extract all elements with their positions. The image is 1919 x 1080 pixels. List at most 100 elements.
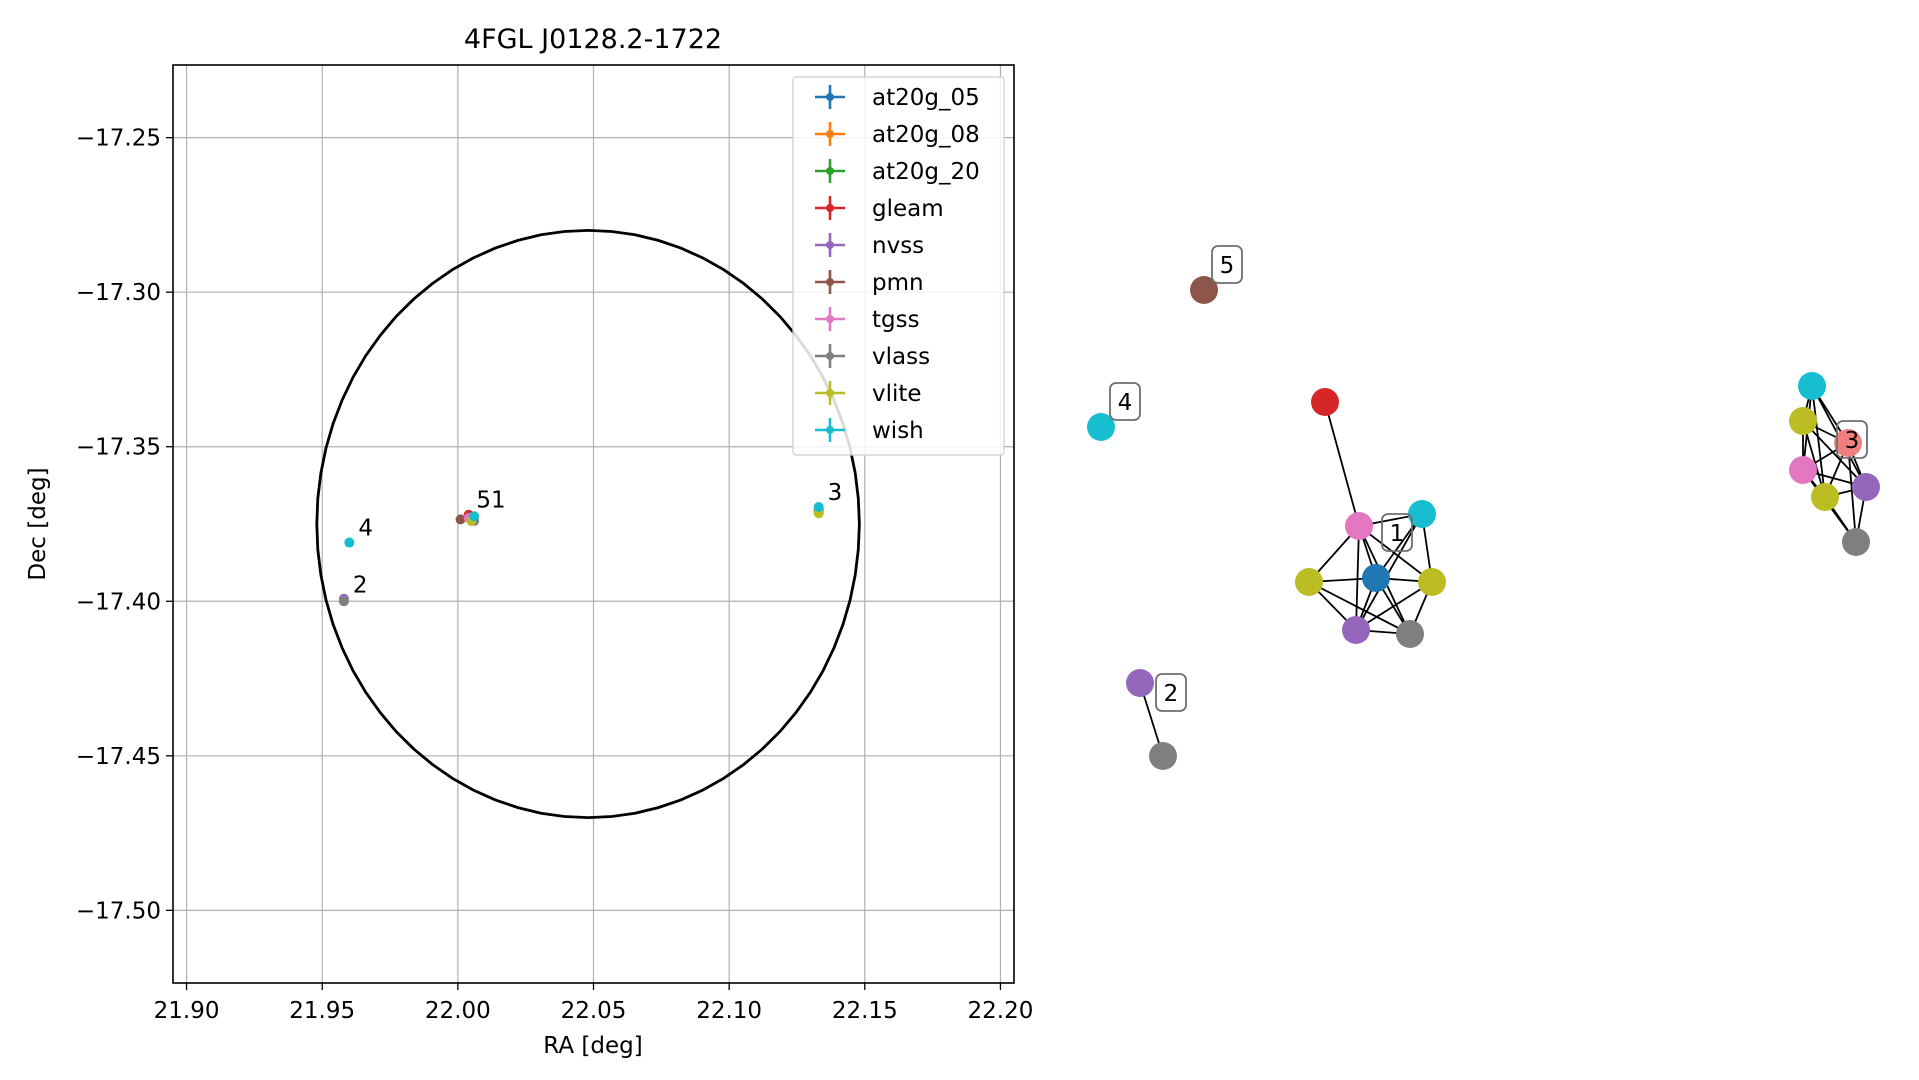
chart-title: 4FGL J0128.2-1722	[464, 24, 722, 55]
y-tick-label: −17.45	[76, 744, 161, 770]
legend-label: tgss	[872, 307, 920, 333]
x-axis-label: RA [deg]	[543, 1033, 642, 1059]
node-label-text: 2	[1164, 681, 1179, 707]
data-point-vlass	[338, 596, 349, 607]
axis-ticks: 21.90 21.95 22.00 22.05 22.10 22.15 22.20 −17.2…	[76, 126, 1033, 1024]
node-label-box	[1836, 420, 1868, 459]
y-tick-label: −17.40	[76, 589, 161, 615]
data-points	[338, 502, 824, 607]
point-annotation: 51	[476, 488, 505, 514]
node-label-text: 3	[1845, 428, 1860, 454]
legend-entry-vlite: vlite	[815, 381, 922, 407]
data-point-wish	[813, 502, 824, 512]
legend-marker-dot	[826, 204, 834, 212]
graph-node	[1852, 473, 1880, 501]
point-annotations: 4 2 51 3	[353, 480, 842, 599]
graph-nodes	[1087, 276, 1880, 770]
graph-node	[1295, 568, 1323, 596]
x-tick-label: 22.00	[425, 998, 491, 1024]
legend-marker-dot	[826, 241, 834, 249]
graph-edge	[1802, 420, 1867, 488]
legend-label: at20g_20	[872, 159, 980, 185]
legend-marker-dot	[826, 426, 834, 434]
graph-node	[1408, 500, 1436, 528]
legend-marker-dot	[826, 130, 834, 138]
graph-node	[1126, 669, 1154, 697]
data-point-pmn	[455, 514, 466, 525]
legend-label: vlass	[872, 344, 930, 370]
graph-edge	[1358, 525, 1433, 583]
graph-edge	[1308, 581, 1411, 635]
y-axis-label: Dec [deg]	[25, 467, 51, 580]
y-tick-label: −17.25	[76, 126, 161, 152]
node-label-box	[1381, 513, 1413, 552]
x-tick-label: 21.90	[154, 998, 220, 1024]
legend-entry-gleam: gleam	[815, 196, 944, 222]
legend-entry-tgss: tgss	[815, 307, 920, 333]
graph-node-label: 4	[1109, 382, 1141, 421]
graph-node	[1789, 407, 1817, 435]
legend-label: gleam	[872, 196, 944, 222]
graph-node	[1345, 512, 1373, 540]
legend-entry-vlass: vlass	[815, 344, 930, 370]
legend-box	[792, 76, 1005, 456]
graph-node	[1842, 528, 1870, 556]
graph-node	[1396, 620, 1424, 648]
graph-node-label: 2	[1155, 673, 1187, 712]
node-label-box	[1155, 673, 1187, 712]
graph-edge	[1811, 385, 1826, 498]
legend-label: pmn	[872, 270, 924, 296]
graph-node	[1342, 616, 1370, 644]
x-tick-label: 22.05	[561, 998, 627, 1024]
legend-entry-nvss: nvss	[815, 233, 924, 259]
graph-node	[1418, 568, 1446, 596]
y-tick-label: −17.30	[76, 280, 161, 306]
graph-node-label: 5	[1211, 245, 1243, 284]
legend-marker-dot	[826, 315, 834, 323]
x-tick-label: 22.20	[968, 998, 1034, 1024]
graph-node	[1834, 429, 1862, 457]
legend-marker-dot	[826, 352, 834, 360]
graph-edge	[1324, 401, 1360, 527]
graph-node	[1362, 564, 1390, 592]
graph-node	[1811, 483, 1839, 511]
graph-node	[1311, 388, 1339, 416]
legend-entry-at20g_05: at20g_05	[815, 85, 980, 111]
legend-marker-dot	[826, 389, 834, 397]
node-label-text: 1	[1390, 521, 1405, 547]
point-annotation: 4	[358, 516, 373, 542]
point-annotation: 3	[828, 480, 843, 506]
legend-entry-at20g_08: at20g_08	[815, 122, 980, 148]
legend-marker-dot	[826, 278, 834, 286]
graph-edge	[1355, 525, 1360, 631]
legend-entry-at20g_20: at20g_20	[815, 159, 980, 185]
legend-label: at20g_08	[872, 122, 980, 148]
graph-node	[1190, 276, 1218, 304]
node-label-box	[1211, 245, 1243, 284]
point-annotation: 2	[353, 573, 368, 599]
graph-node	[1789, 456, 1817, 484]
graph-edge	[1355, 581, 1433, 631]
x-tick-label: 21.95	[289, 998, 355, 1024]
x-tick-label: 22.15	[832, 998, 898, 1024]
network-graph: 5 4 1 2 3	[1087, 245, 1880, 770]
legend-marker-dot	[826, 167, 834, 175]
legend-label: vlite	[872, 381, 922, 407]
node-label-text: 5	[1220, 253, 1235, 279]
node-label-box	[1109, 382, 1141, 421]
graph-node-label: 1	[1381, 513, 1413, 552]
graph-edges	[1139, 385, 1867, 757]
y-tick-label: −17.50	[76, 898, 161, 924]
graph-edge	[1847, 442, 1857, 543]
legend-label: wish	[872, 418, 924, 444]
legend-entry-pmn: pmn	[815, 270, 924, 296]
x-tick-label: 22.10	[696, 998, 762, 1024]
graph-node-label: 3	[1836, 420, 1868, 459]
localization-ellipse	[315, 228, 861, 820]
graph-edge	[1355, 513, 1423, 631]
data-point-wish	[469, 511, 480, 522]
legend-label: at20g_05	[872, 85, 980, 111]
